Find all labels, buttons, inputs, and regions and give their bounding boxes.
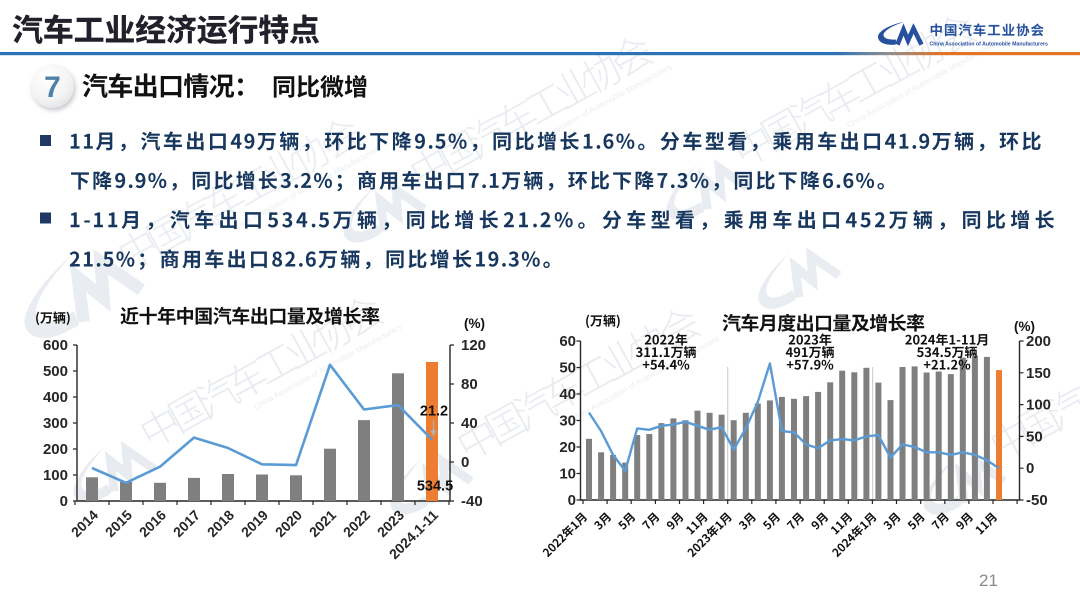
svg-text:150: 150 — [1026, 365, 1051, 382]
svg-text:(%): (%) — [1014, 319, 1035, 334]
svg-text:21.2: 21.2 — [420, 404, 448, 420]
svg-text:120: 120 — [461, 337, 486, 354]
svg-text:80: 80 — [461, 376, 478, 393]
svg-text:7: 7 — [44, 71, 61, 104]
svg-text:300: 300 — [43, 415, 68, 432]
svg-text:50: 50 — [1026, 428, 1043, 445]
svg-text:500: 500 — [43, 363, 68, 380]
svg-text:40: 40 — [559, 386, 576, 403]
svg-text:200: 200 — [1026, 333, 1051, 350]
svg-text:10: 10 — [559, 466, 576, 483]
svg-text:-50: -50 — [1026, 492, 1048, 509]
svg-text:534.5: 534.5 — [417, 479, 453, 495]
svg-text:60: 60 — [559, 333, 576, 350]
svg-text:100: 100 — [43, 467, 68, 484]
svg-text:0: 0 — [461, 454, 469, 471]
svg-text:(%): (%) — [464, 316, 485, 331]
svg-text:0: 0 — [60, 493, 68, 510]
svg-text:-40: -40 — [461, 493, 483, 510]
svg-text:0: 0 — [1026, 460, 1034, 477]
svg-text:20: 20 — [559, 439, 576, 456]
svg-text:200: 200 — [43, 441, 68, 458]
svg-text:100: 100 — [1026, 397, 1051, 414]
svg-text:0: 0 — [568, 492, 576, 509]
svg-text:600: 600 — [43, 337, 68, 354]
svg-text:40: 40 — [461, 415, 478, 432]
svg-text:50: 50 — [559, 360, 576, 377]
svg-text:400: 400 — [43, 389, 68, 406]
svg-text:China Association of Automobil: China Association of Automobile Manufact… — [930, 42, 1048, 48]
svg-text:30: 30 — [559, 413, 576, 430]
svg-text:21: 21 — [979, 571, 998, 590]
